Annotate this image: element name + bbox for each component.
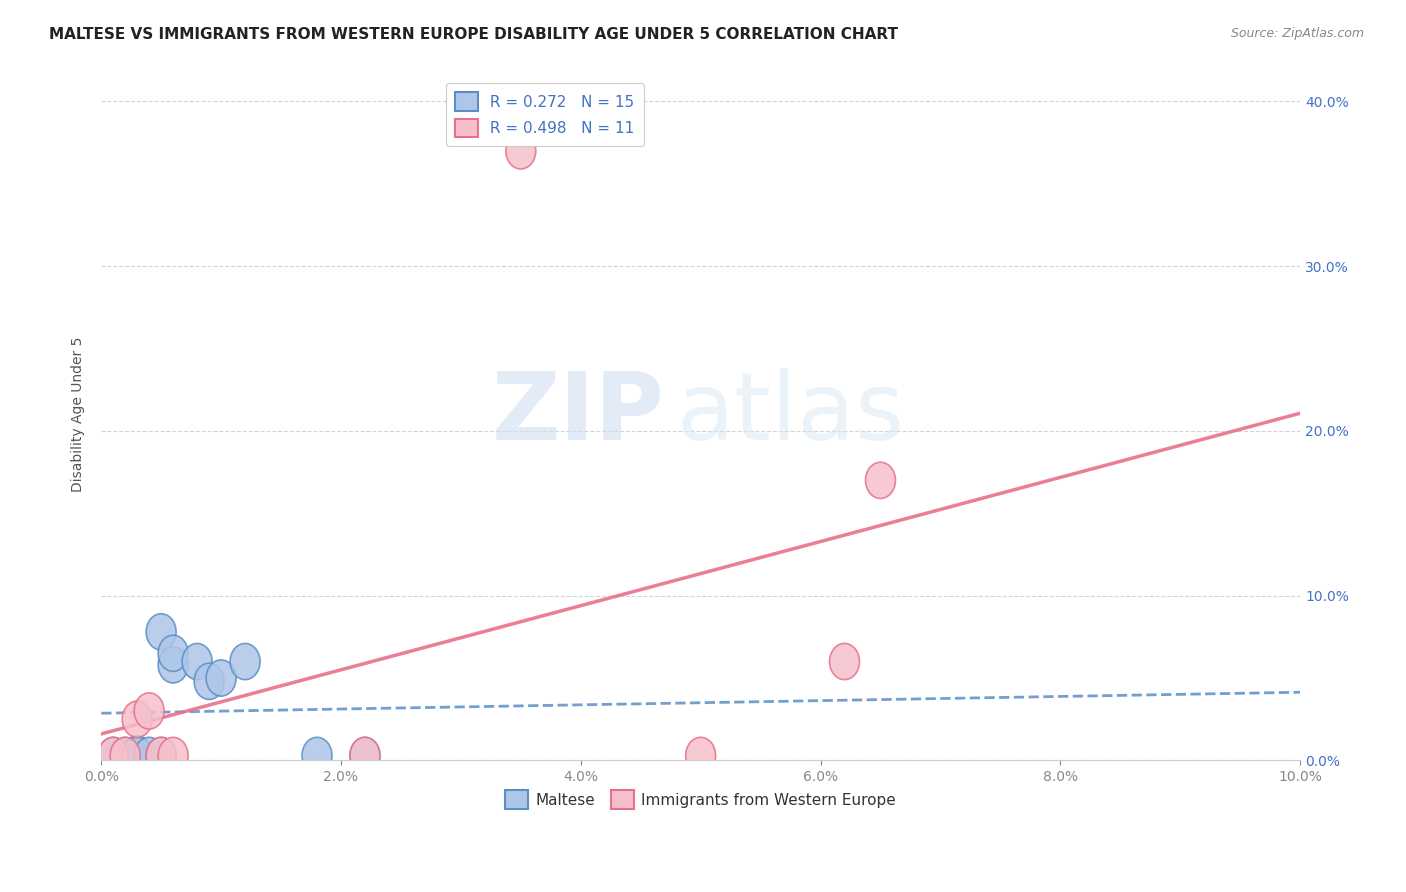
Text: Source: ZipAtlas.com: Source: ZipAtlas.com (1230, 27, 1364, 40)
Y-axis label: Disability Age Under 5: Disability Age Under 5 (72, 337, 86, 492)
Text: atlas: atlas (676, 368, 905, 460)
Text: ZIP: ZIP (492, 368, 665, 460)
Text: MALTESE VS IMMIGRANTS FROM WESTERN EUROPE DISABILITY AGE UNDER 5 CORRELATION CHA: MALTESE VS IMMIGRANTS FROM WESTERN EUROP… (49, 27, 898, 42)
Legend: Maltese, Immigrants from Western Europe: Maltese, Immigrants from Western Europe (499, 784, 903, 815)
